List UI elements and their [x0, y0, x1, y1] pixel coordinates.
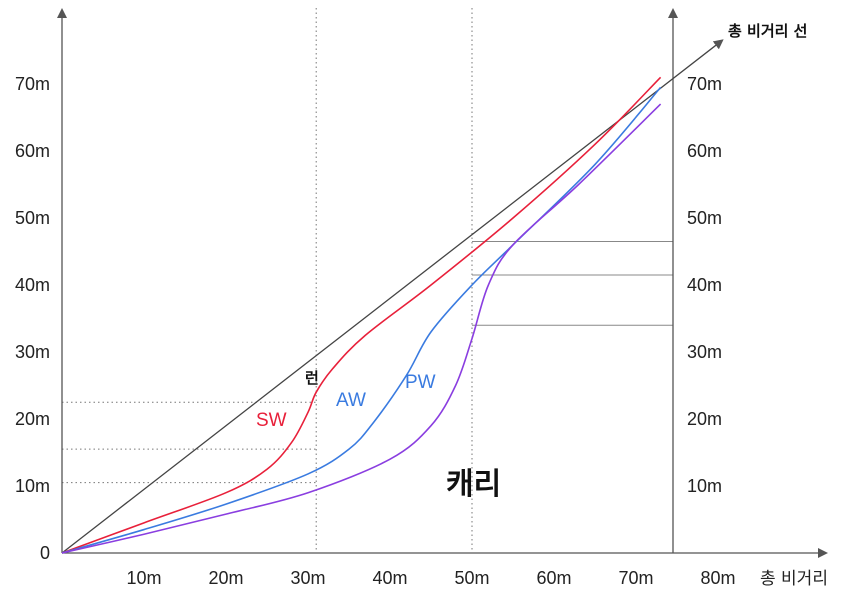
y-tick-label-left: 20m: [15, 409, 50, 429]
y-tick-label-right: 30m: [687, 342, 722, 362]
x-tick-label: 20m: [208, 568, 243, 588]
y-tick-label-left: 60m: [15, 141, 50, 161]
tick-labels: 10m 20m 30m 40m 50m 60m 70m 80m 0 10m 10m 20m 20m 30m…: [15, 74, 736, 588]
x-tick-label: 50m: [454, 568, 489, 588]
x-axis-label: 총 비거리: [760, 569, 828, 589]
series-label-sw: SW: [256, 410, 287, 431]
series-label-aw: AW: [336, 390, 366, 411]
x-tick-label: 10m: [126, 568, 161, 588]
carry-annotation: 캐리: [446, 467, 501, 502]
run-annotation: 런: [305, 369, 319, 387]
series-line-sw: [61, 76, 662, 554]
y-tick-label-right: 60m: [687, 141, 722, 161]
total-distance-reference-line: [61, 39, 724, 554]
x-tick-label: 80m: [700, 568, 735, 588]
y-tick-label-right: 20m: [687, 409, 722, 429]
y-tick-label-left: 30m: [15, 342, 50, 362]
y-tick-label-left: 40m: [15, 275, 50, 295]
reference-line-label: 총 비거리 선: [728, 22, 807, 40]
y-tick-label-right: 40m: [687, 275, 722, 295]
x-tick-label: 40m: [372, 568, 407, 588]
y-tick-label-right: 50m: [687, 208, 722, 228]
x-tick-label: 70m: [618, 568, 653, 588]
y-tick-label-left: 10m: [15, 476, 50, 496]
y-tick-label-right: 10m: [687, 476, 722, 496]
y-tick-label-left: 70m: [15, 74, 50, 94]
guide-lines: [62, 8, 673, 553]
y-tick-label-left: 50m: [15, 208, 50, 228]
y-tick-label-left: 0: [40, 543, 50, 563]
x-tick-label: 30m: [290, 568, 325, 588]
x-tick-label: 60m: [536, 568, 571, 588]
axes: [57, 8, 828, 558]
y-tick-label-right: 70m: [687, 74, 722, 94]
series-label-pw: PW: [405, 372, 436, 393]
series-line-pw: [61, 103, 662, 554]
series-lines: [61, 76, 662, 554]
